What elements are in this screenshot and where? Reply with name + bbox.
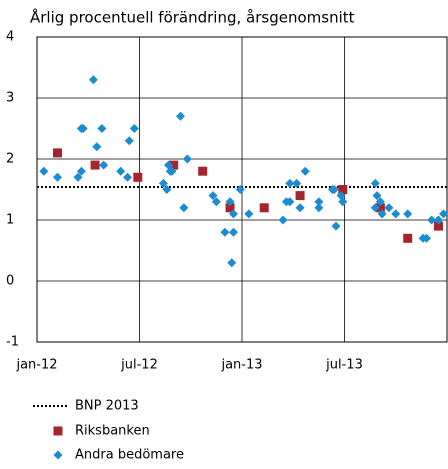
point [123,172,133,182]
point [129,124,139,133]
point [439,209,448,219]
point [92,142,102,152]
point [116,166,126,176]
y-tick-label: 2 [6,152,14,167]
y-tick-label: 0 [6,274,14,289]
point [403,209,413,219]
point [198,166,208,176]
point [78,124,88,133]
point [208,191,218,201]
y-tick-label: -1 [6,335,19,350]
point [228,227,238,237]
point [292,178,302,188]
point [427,215,437,225]
point [227,258,237,268]
x-tick-label: jan-13 [220,358,262,373]
point [375,203,385,213]
legend-swatch [53,426,63,436]
point [220,227,230,237]
legend-label: BNP 2013 [75,399,139,414]
chart-title: Årlig procentuell förändring, årsgenomsn… [30,8,355,27]
point [228,209,238,219]
point [278,215,288,225]
legend-swatch [53,450,63,460]
point [225,197,235,207]
point [422,233,431,243]
point [433,215,443,225]
point [158,178,168,188]
point [300,166,310,176]
point [314,203,324,213]
point [167,166,177,176]
point [53,172,62,182]
legend-label: Andra bedömare [75,448,184,463]
y-tick-label: 1 [6,213,14,228]
point [391,209,401,219]
point [433,221,443,231]
point [384,203,394,213]
point [53,148,62,158]
point [211,197,221,207]
point [377,209,387,219]
point [182,154,192,164]
point [179,203,189,213]
point [99,160,109,170]
point [76,166,86,176]
point [162,185,172,194]
point [329,185,339,194]
point [225,203,235,213]
point [338,185,348,194]
legend-label: Riksbanken [75,424,150,439]
x-tick-label: jul-12 [120,358,158,373]
y-tick-label: 4 [6,30,14,45]
point [370,178,380,188]
plot-frame [36,36,448,343]
point [372,191,382,201]
x-tick-label: jan-12 [15,358,57,373]
point [338,197,348,207]
point [176,111,185,121]
point [295,191,305,201]
point [375,197,385,207]
point [124,136,134,146]
point [97,124,107,133]
point [88,75,98,85]
point [73,172,83,182]
point [39,166,49,176]
point [285,197,295,207]
point [169,160,179,170]
point [235,185,245,194]
point [314,197,324,207]
point [285,178,295,188]
y-tick-label: 3 [6,91,14,106]
point [295,203,305,213]
point [90,160,100,170]
point [259,203,269,213]
point [244,209,254,219]
point [403,233,413,243]
point [133,172,143,182]
point [331,221,341,231]
x-tick-label: jul-13 [325,358,363,373]
point [370,203,380,213]
